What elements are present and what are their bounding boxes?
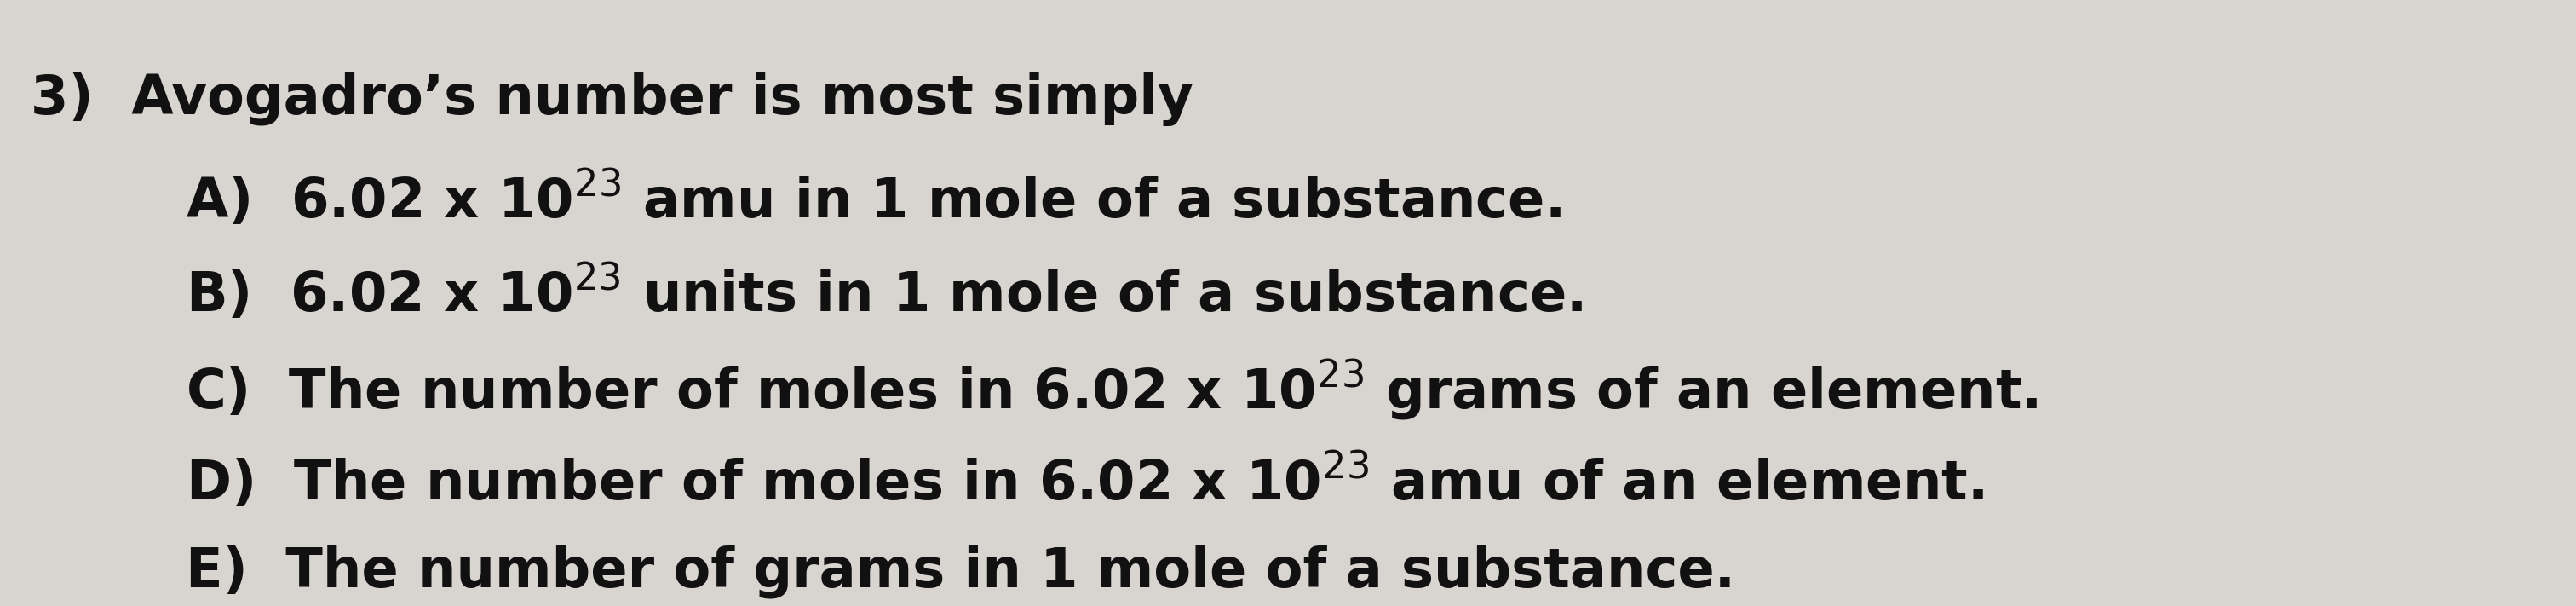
Text: D)  The number of moles in 6.02 x 10$^{23}$ amu of an element.: D) The number of moles in 6.02 x 10$^{23… bbox=[185, 451, 1984, 511]
Text: E)  The number of grams in 1 mole of a substance.: E) The number of grams in 1 mole of a su… bbox=[185, 545, 1736, 599]
Text: B)  6.02 x 10$^{23}$ units in 1 mole of a substance.: B) 6.02 x 10$^{23}$ units in 1 mole of a… bbox=[185, 264, 1582, 324]
Text: C)  The number of moles in 6.02 x 10$^{23}$ grams of an element.: C) The number of moles in 6.02 x 10$^{23… bbox=[185, 358, 2038, 422]
Text: 3)  Avogadro’s number is most simply: 3) Avogadro’s number is most simply bbox=[31, 73, 1193, 127]
Text: A)  6.02 x 10$^{23}$ amu in 1 mole of a substance.: A) 6.02 x 10$^{23}$ amu in 1 mole of a s… bbox=[185, 170, 1561, 230]
